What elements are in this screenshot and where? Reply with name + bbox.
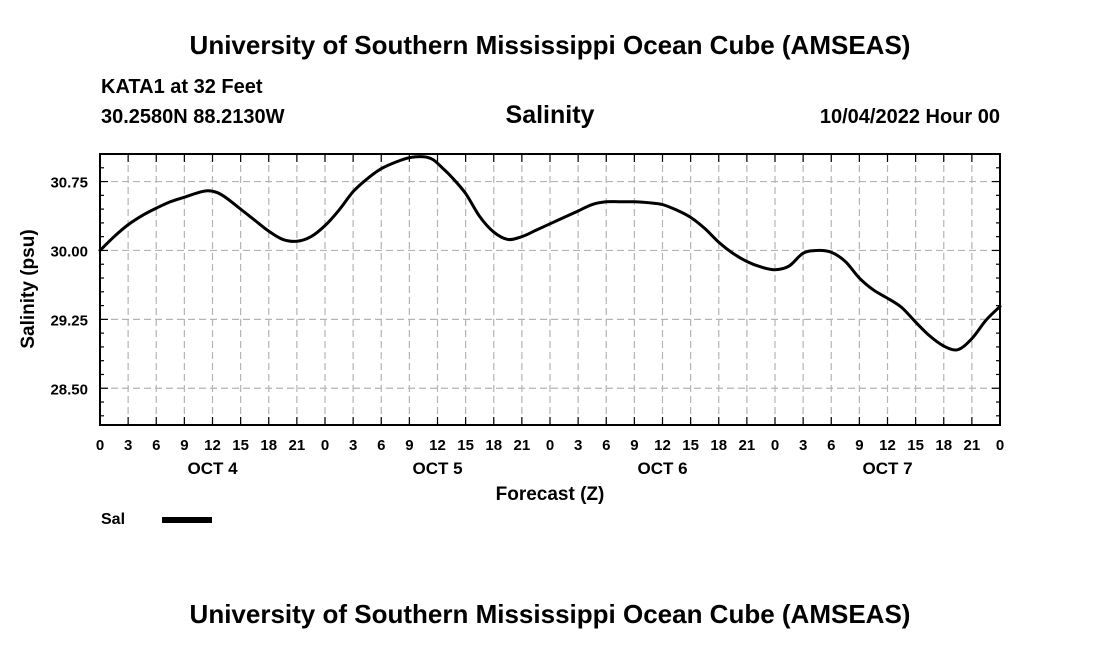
x-tick-label: 12 [429, 437, 446, 454]
y-axis-title: Salinity (psu) [18, 229, 39, 348]
y-tick-label: 30.75 [50, 175, 88, 192]
day-label: OCT 5 [412, 459, 462, 478]
x-tick-label: 9 [855, 437, 863, 454]
day-label: OCT 4 [187, 459, 238, 478]
x-tick-label: 9 [180, 437, 188, 454]
chart-title: Salinity [505, 101, 595, 129]
x-tick-label: 15 [232, 437, 249, 454]
x-tick-label: 18 [260, 437, 277, 454]
x-tick-label: 9 [405, 437, 413, 454]
x-tick-label: 18 [935, 437, 952, 454]
forecast-datetime: 10/04/2022 Hour 00 [819, 106, 1000, 128]
x-tick-label: 21 [514, 437, 531, 454]
x-tick-label: 18 [710, 437, 727, 454]
x-tick-label: 3 [799, 437, 807, 454]
day-label: OCT 6 [637, 459, 687, 478]
x-tick-label: 18 [485, 437, 502, 454]
x-tick-label: 12 [654, 437, 671, 454]
day-labels: OCT 4 OCT 5 OCT 6 OCT 7 [187, 459, 912, 478]
x-tick-label: 9 [630, 437, 638, 454]
x-tick-label: 15 [457, 437, 474, 454]
x-tick-label: 21 [289, 437, 306, 454]
x-tick-label: 0 [321, 437, 329, 454]
x-tick-label: 6 [602, 437, 610, 454]
legend-label: Sal [101, 511, 126, 528]
x-tick-label: 6 [827, 437, 835, 454]
x-tick-label: 0 [771, 437, 779, 454]
x-tick-label: 6 [377, 437, 385, 454]
y-tick-label: 30.00 [50, 243, 88, 260]
x-tick-label: 21 [964, 437, 981, 454]
x-tick-label: 21 [739, 437, 756, 454]
x-tick-label: 3 [349, 437, 357, 454]
x-tick-label: 3 [124, 437, 132, 454]
x-tick-label: 12 [879, 437, 896, 454]
x-tick-label: 0 [996, 437, 1004, 454]
page-title: University of Southern Mississippi Ocean… [189, 30, 911, 60]
x-tick-label: 0 [546, 437, 554, 454]
coordinates-label: 30.2580N 88.2130W [101, 106, 285, 128]
x-tick-label: 3 [574, 437, 582, 454]
x-axis-ticks: 0 3 6 9 12 15 18 21 0 3 6 9 12 15 18 21 0 3 6 9 12 15 18 21 0 3 6 9… [96, 154, 1004, 454]
y-axis-ticks: 28.50 29.25 30.00 30.75 [50, 167, 1000, 417]
x-tick-label: 15 [907, 437, 924, 454]
x-axis-title: Forecast (Z) [496, 484, 605, 505]
x-tick-label: 0 [96, 437, 104, 454]
salinity-series-line [98, 155, 1002, 352]
day-label: OCT 7 [862, 459, 912, 478]
footer-title: University of Southern Mississippi Ocean… [189, 599, 911, 629]
grid-lines [100, 154, 1000, 425]
x-tick-label: 12 [204, 437, 221, 454]
y-tick-label: 29.25 [50, 312, 88, 329]
legend-line-swatch [162, 517, 212, 523]
x-tick-label: 6 [152, 437, 160, 454]
y-tick-label: 28.50 [50, 381, 88, 398]
x-tick-label: 15 [682, 437, 699, 454]
station-label: KATA1 at 32 Feet [101, 76, 263, 98]
